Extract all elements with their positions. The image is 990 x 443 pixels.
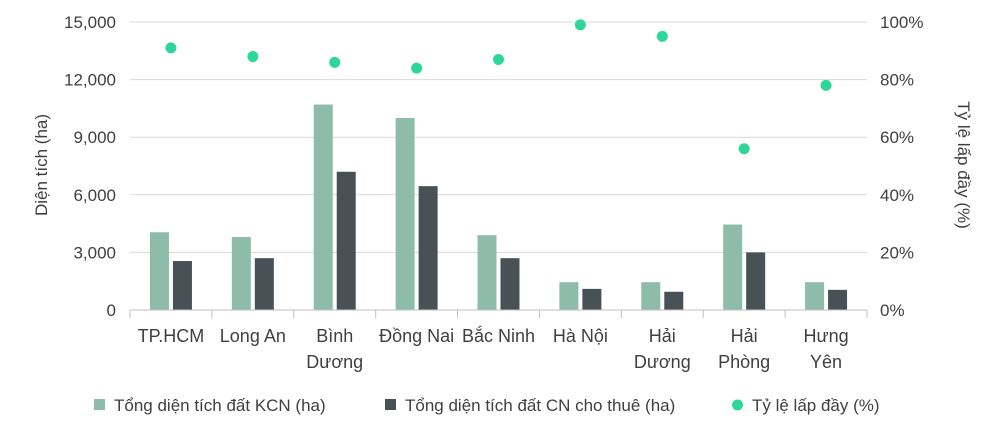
bar-kcn-area <box>395 118 415 310</box>
occupancy-dot <box>411 62 423 74</box>
legend-swatch <box>385 399 396 410</box>
x-tick-label: Hưng <box>804 326 849 346</box>
legend-swatch <box>732 399 743 411</box>
bar-leased-area <box>336 171 356 310</box>
bar-leased-area <box>828 289 848 310</box>
y2-tick-label: 0% <box>880 301 905 320</box>
x-tick-label: Đồng Nai <box>379 326 454 346</box>
legend-label: Tổng diện tích đất CN cho thuê (ha) <box>405 396 675 415</box>
bar-kcn-area <box>641 282 661 310</box>
grid-lines <box>130 21 867 253</box>
x-tick-label: Dương <box>306 352 363 372</box>
bar-leased-area <box>418 186 438 310</box>
occupancy-dot <box>247 51 259 63</box>
bar-kcn-area <box>313 104 333 310</box>
bar-kcn-area <box>477 235 497 310</box>
bar-kcn-area <box>559 282 579 310</box>
y2-tick-label: 100% <box>880 13 923 32</box>
y2-tick-label: 20% <box>880 243 914 262</box>
y-tick-label: 9,000 <box>73 128 116 147</box>
occupancy-dot <box>574 19 586 31</box>
occupancy-dot <box>493 53 504 65</box>
bar-kcn-area <box>805 282 825 310</box>
bar-leased-area <box>746 252 766 310</box>
occupancy-dot <box>165 42 177 54</box>
bar-leased-area <box>664 291 684 310</box>
legend: Tổng diện tích đất KCN (ha) Tổng diện tíc… <box>94 396 880 415</box>
x-tick-label: Phòng <box>718 352 770 372</box>
x-tick-label: Dương <box>634 352 691 372</box>
legend-swatch <box>94 399 105 410</box>
occupancy-dot <box>738 143 750 155</box>
y2-tick-label: 40% <box>880 186 914 205</box>
y-tick-label: 15,000 <box>64 13 116 32</box>
occupancy-dot <box>820 79 832 91</box>
x-tick-label: Hải <box>649 326 676 346</box>
bar-leased-area <box>254 258 274 310</box>
x-tick-label: Bắc Ninh <box>462 325 535 346</box>
bar-layer <box>149 104 848 310</box>
bar-kcn-area <box>231 237 251 310</box>
x-tick-label: Hà Nội <box>553 326 608 346</box>
y2-tick-label: 60% <box>880 128 914 147</box>
legend-label: Tỷ lệ lấp đầy (%) <box>752 396 880 415</box>
bar-kcn-area <box>149 232 169 310</box>
occupancy-dot <box>329 56 341 68</box>
y2-axis-label: Tỷ lệ lấp đầy (%) <box>954 101 973 229</box>
legend-label: Tổng diện tích đất KCN (ha) <box>114 396 326 415</box>
x-tick-label: Long An <box>220 326 286 346</box>
bar-kcn-area <box>723 224 743 310</box>
y-axis-label: Diện tích (ha) <box>32 114 51 216</box>
bar-leased-area <box>172 261 192 310</box>
x-tick-label: Hải <box>731 326 758 346</box>
x-tick-label: TP.HCM <box>138 326 205 346</box>
x-tick-label: Bình <box>316 326 353 346</box>
bar-leased-area <box>500 258 520 310</box>
y-tick-label: 12,000 <box>64 71 116 90</box>
bar-leased-area <box>582 288 602 310</box>
dot-layer <box>165 19 832 155</box>
y-tick-label: 0 <box>107 301 116 320</box>
y-tick-label: 3,000 <box>73 243 116 262</box>
y2-tick-label: 80% <box>880 71 914 90</box>
occupancy-dot <box>656 30 668 42</box>
y-tick-label: 6,000 <box>73 186 116 205</box>
x-tick-label: Yên <box>810 352 842 372</box>
axis-layer: 0 0% 3,000 20% 6,000 40% 9,000 60% 12,000 80% 15,0… <box>64 13 923 372</box>
